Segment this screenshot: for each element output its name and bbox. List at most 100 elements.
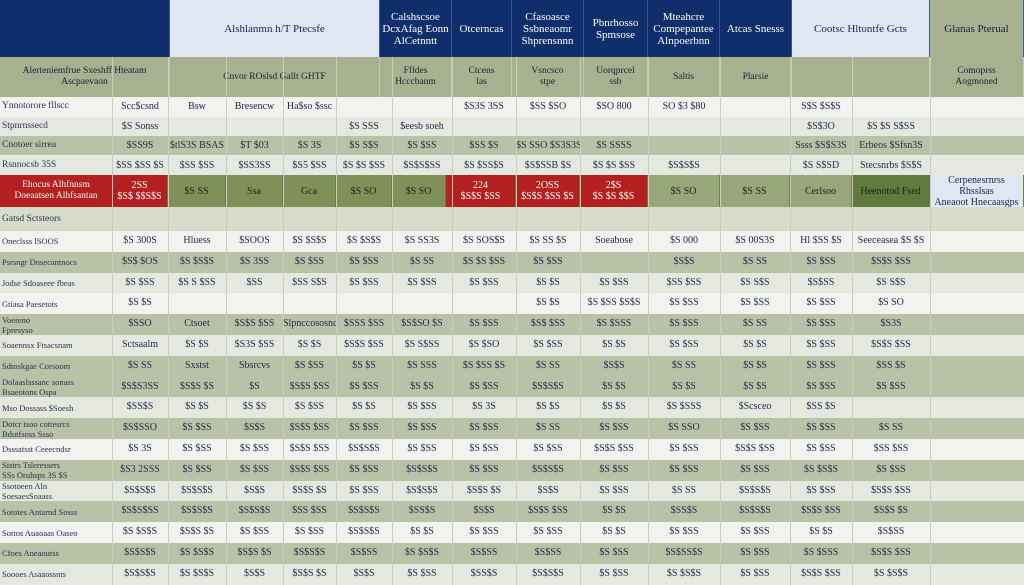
table-cell: $S$SS <box>807 276 835 288</box>
column-header: Vsncsco stpe <box>512 57 584 97</box>
table-cell <box>226 293 283 314</box>
table-cell: $S$ $SS <box>530 318 566 330</box>
table-cell: $S $SS <box>533 526 563 538</box>
table-cell <box>392 293 452 314</box>
row-label: Ynnotorore fllscc <box>2 101 69 111</box>
table-cell: $S$S$S <box>124 484 156 496</box>
table-cell: $S $S $SS <box>462 255 506 267</box>
table-cell: $S $SS <box>239 463 270 475</box>
highlight-cell: 224 $S$S $SS <box>446 175 516 207</box>
table-row: Dolaaslsssanc sonass Bsaeotons Ospa $S$S3… <box>0 376 1024 398</box>
table-cell: $S <box>249 380 260 392</box>
highlight-cell: Cerlsoo <box>790 175 852 207</box>
column-header: Uorqprcel ssb <box>584 57 648 97</box>
table-cell: $S $SS <box>294 255 325 267</box>
table-cell: $S $SSS <box>666 401 702 413</box>
grid-line <box>168 57 169 585</box>
table-cell: $S$SS <box>470 547 498 558</box>
table-cell: $S$S <box>473 505 495 517</box>
top-header-cell: Glanas Pterual <box>930 0 1024 57</box>
column-header: Comoprss Aogmoned <box>930 57 1024 97</box>
table-cell: $S $S <box>536 276 560 288</box>
table-cell: $S$S $SS <box>801 567 841 579</box>
table-row: Oneclsss lSOOS $S 300S Hluess $SOOS $S $S$S $… <box>0 231 1024 252</box>
table-cell <box>720 97 790 116</box>
table-cell: $S $SS <box>599 547 629 558</box>
table-cell: $S $S <box>602 526 626 538</box>
top-header-cell: Cootsc Hltontfe Gcts <box>792 0 930 57</box>
grid-line <box>852 57 853 585</box>
table-cell: $S $SS <box>740 547 770 558</box>
table-cell: $S $SS <box>806 380 836 392</box>
row-label: Dsssatsst Ceeecndsr <box>2 444 71 455</box>
table-cell: $S $SS <box>407 140 437 151</box>
second-header: Alerteniemfrue Sxeshff Hteatam Ascpaevao… <box>0 57 1024 97</box>
highlight-cell: 2OSS $S$S $SS $S <box>516 175 580 207</box>
table-cell <box>580 117 648 136</box>
table-cell: $S$S $SS <box>344 339 384 350</box>
table-cell: $S$S $SS <box>594 443 634 454</box>
table-cell: $S $S <box>602 401 626 413</box>
table-cell: $S$S$S <box>238 505 271 517</box>
table-row: Sistrs Tsleressers SSs Oruhsps 3S $S $S3 … <box>0 459 1024 481</box>
table-cell: $S $S <box>536 401 560 413</box>
table-cell: $S $S <box>352 359 376 371</box>
table-cell: $S$S $SS <box>871 255 911 267</box>
table-cell: $S$S $S <box>873 505 909 517</box>
table-row: Sdtoskgae Corsoom $S SS Sxstst Sbsrcvs $S $S… <box>0 355 1024 377</box>
grid-line <box>930 57 931 585</box>
table-cell: $S$ $OS <box>122 255 158 267</box>
row-label: Cnotoer sirrea <box>2 140 57 150</box>
table-cell: $SS $SS <box>179 159 215 171</box>
table-row: Ynnotorore fllscc Scc$csnd Bsw Bresencw Ha$s… <box>0 97 1024 116</box>
table-cell: $S $SS <box>469 380 499 392</box>
table-cell: $S $SS <box>806 422 836 434</box>
table-cell: $S$S $SS <box>871 547 911 558</box>
table-row: Ssotoeen Aln SoesaesSoaass $S$S$S $S$S$S $S… <box>0 480 1024 502</box>
table-cell: $S $SS <box>599 276 629 288</box>
table-cell <box>720 156 790 175</box>
table-cell: $S $SS <box>806 297 836 309</box>
column-header: Alerteniemfrue Sxeshff Hteatam Ascpaevao… <box>0 57 170 97</box>
table-cell: Hl $SS $S <box>800 235 842 246</box>
table-cell: Sbsrcvs <box>238 359 271 371</box>
table-cell: $S$S$S <box>739 505 771 517</box>
table-cell: $S $SS <box>740 297 770 309</box>
table-cell: $S$S$S <box>532 567 564 579</box>
row-label: Rsnnocsb 35S <box>2 159 57 170</box>
table-cell: $S $SS <box>349 255 379 267</box>
table-cell: $T $03 <box>240 140 269 151</box>
table-cell: $S$S $SS <box>289 380 330 392</box>
highlight-cell: $S SO <box>648 175 720 207</box>
row-label: Gtiasa Paesetots <box>2 298 58 309</box>
table-cell <box>516 117 580 136</box>
table-cell: $S$S $S <box>179 380 215 392</box>
table-row: Sototes Antarnd Sosss $S$S$SS $S$S$S $S$S$S… <box>0 501 1024 523</box>
table-cell: $S $SS <box>469 422 499 434</box>
highlight-cell: Heenotod Fsed <box>852 175 930 207</box>
top-header-cell: Otcerncas <box>452 0 512 57</box>
subheader-label: Gatsd Sctsteors <box>2 214 61 224</box>
grid-line <box>720 57 721 585</box>
table-cell: SO $3 $80 <box>662 101 706 112</box>
table-cell: $S 3S <box>472 401 496 413</box>
table-cell: $S $S$S <box>803 463 839 475</box>
table-cell: $S$S $SS <box>289 463 330 475</box>
table-cell: $S $SS <box>599 422 629 434</box>
table-cell: $S $SS <box>669 526 699 538</box>
table-cell: $S SS <box>409 255 435 267</box>
table-cell: $S $S <box>809 526 833 538</box>
row-label: Sdtoskgae Corsoom <box>2 361 71 372</box>
table-row: Soaennsx Ftsacsnam Sctsaalm $S $S $S3S $SS $… <box>0 335 1024 356</box>
table-cell: $S $SS <box>407 567 437 579</box>
table-cell: $S $SS <box>806 359 836 371</box>
table-cell: $S S$SD <box>802 159 840 171</box>
table-row: Gtiasa Paesetots $S $S $S $S $S $SS $S$S $S … <box>0 293 1024 315</box>
table-cell: $SS $SS $S <box>116 159 164 171</box>
highlight-cell: 2SS $S$ $$S$S <box>112 175 168 207</box>
table-cell: $S $S$S <box>179 567 215 579</box>
top-header-cell: Mteahcre Compepantee Alnpoerbnn <box>648 0 720 57</box>
table-cell: $S$S $S <box>237 547 272 558</box>
table-cell: $S$S$S <box>124 567 156 579</box>
table-cell: $SS9S <box>126 140 154 151</box>
